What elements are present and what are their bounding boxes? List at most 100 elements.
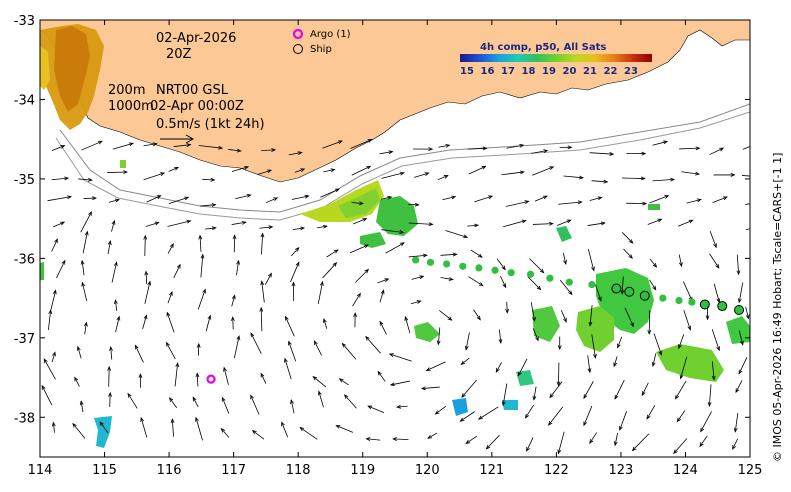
- current-arrow: [732, 438, 739, 450]
- current-arrow: [631, 433, 650, 452]
- current-arrow: [468, 276, 484, 287]
- current-arrow: [503, 219, 527, 228]
- current-arrow: [626, 201, 648, 206]
- current-arrow: [377, 278, 390, 284]
- current-arrow: [589, 196, 603, 201]
- current-arrow: [505, 301, 510, 314]
- current-arrow: [614, 379, 625, 400]
- current-arrow: [170, 418, 175, 437]
- current-arrow: [548, 406, 564, 426]
- current-arrow: [624, 307, 634, 328]
- current-arrow: [617, 336, 623, 349]
- current-arrow: [699, 435, 708, 448]
- current-arrow: [676, 410, 686, 423]
- current-arrow: [440, 277, 454, 281]
- current-arrow: [647, 218, 663, 225]
- current-arrow: [500, 275, 507, 289]
- current-arrow: [351, 165, 372, 176]
- current-arrow: [251, 429, 265, 440]
- x-tick-label: 115: [92, 463, 117, 478]
- current-arrow: [589, 152, 615, 156]
- current-arrow: [557, 336, 562, 351]
- credit-text: © IMOS 05-Apr-2026 16:49 Hobart; Tscale=…: [771, 153, 784, 462]
- current-arrow: [613, 432, 618, 447]
- x-tick-label: 123: [608, 463, 633, 478]
- current-arrow: [495, 362, 502, 373]
- current-arrow: [425, 361, 446, 371]
- current-arrow: [143, 142, 158, 147]
- current-arrow: [83, 196, 97, 201]
- current-arrow: [316, 224, 328, 229]
- current-arrow: [341, 342, 357, 360]
- current-arrow: [517, 358, 528, 377]
- current-arrow: [414, 172, 430, 178]
- current-arrow: [51, 145, 66, 151]
- ship-marker: [639, 290, 650, 301]
- current-arrow: [196, 342, 201, 356]
- current-arrow: [595, 284, 602, 302]
- current-arrow: [313, 340, 322, 356]
- current-arrow: [556, 219, 572, 226]
- current-arrow: [231, 165, 250, 172]
- current-arrow: [534, 195, 548, 202]
- current-arrow: [47, 195, 73, 202]
- current-arrow: [442, 195, 457, 201]
- current-arrow: [505, 200, 530, 207]
- sst-patch-leeuwin-inner: [54, 26, 90, 112]
- current-arrow: [166, 341, 176, 360]
- sst-track-point: [426, 258, 435, 266]
- colorbar-tick-label: 20: [563, 66, 577, 77]
- current-arrow: [198, 145, 224, 150]
- current-arrow: [80, 259, 85, 276]
- current-arrow: [377, 370, 386, 382]
- current-arrow: [468, 165, 487, 175]
- current-arrow: [173, 143, 192, 147]
- current-arrow: [613, 356, 618, 368]
- current-arrow: [111, 219, 116, 232]
- current-arrow: [233, 335, 241, 359]
- plot-frame: [39, 19, 751, 458]
- y-tick-label: -35: [14, 173, 35, 188]
- current-arrow: [291, 194, 310, 200]
- current-arrow: [76, 345, 82, 359]
- current-arrow: [43, 358, 56, 380]
- current-arrow: [108, 391, 112, 407]
- current-arrow: [527, 276, 542, 291]
- current-arrow: [674, 380, 687, 400]
- current-arrow: [338, 378, 349, 386]
- current-arrow: [51, 351, 56, 363]
- current-arrow: [381, 171, 405, 179]
- sst-track-point: [659, 294, 667, 302]
- current-arrow: [322, 140, 343, 149]
- current-arrow: [220, 427, 230, 438]
- current-arrow: [144, 270, 149, 284]
- current-arrow: [735, 380, 743, 394]
- current-arrow: [323, 168, 336, 173]
- current-arrow: [259, 306, 264, 332]
- current-arrow: [408, 202, 420, 207]
- current-arrow: [261, 148, 277, 152]
- current-arrow: [745, 306, 750, 320]
- current-arrow: [563, 175, 585, 180]
- current-arrow: [82, 230, 89, 254]
- x-tick-label: 116: [157, 463, 182, 478]
- current-arrow: [379, 150, 394, 155]
- current-arrow: [436, 327, 441, 346]
- current-arrow: [323, 317, 328, 329]
- current-arrow: [166, 311, 175, 333]
- current-arrow: [439, 310, 453, 321]
- x-axis: 114 115 116 117 118 119 120 121 122 123 124 125: [28, 20, 762, 478]
- current-arrow: [404, 315, 411, 334]
- current-arrow: [385, 242, 405, 254]
- current-arrow: [559, 145, 573, 150]
- current-arrow: [700, 411, 712, 433]
- colorbar-ticks: 15 16 17 18 19 20 21 22 23: [460, 66, 638, 77]
- current-vectors: [41, 139, 750, 455]
- current-arrow: [678, 334, 685, 350]
- current-arrow: [619, 411, 628, 431]
- x-tick-label: 122: [544, 463, 569, 478]
- current-arrow: [174, 362, 180, 387]
- current-arrow: [681, 171, 701, 176]
- current-arrow: [236, 259, 240, 276]
- colorbar-tick-label: 19: [542, 66, 556, 77]
